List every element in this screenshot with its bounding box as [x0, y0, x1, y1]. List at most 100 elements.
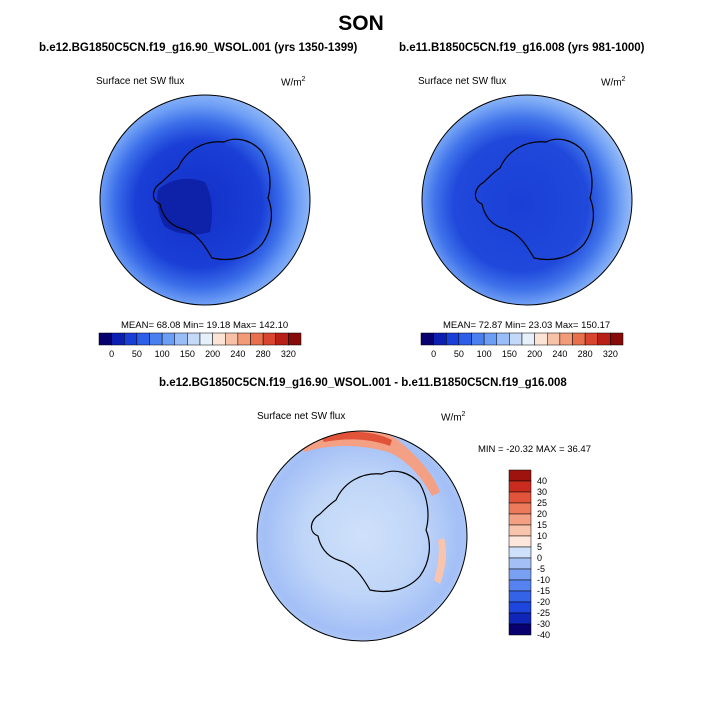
colorbar-swatch: [508, 568, 532, 581]
colorbar-tick-label: 0: [109, 349, 114, 359]
colorbar-swatch: [149, 332, 163, 346]
colorbar-tick-label: 280: [578, 349, 593, 359]
colorbar-swatch: [111, 332, 125, 346]
colorbar-tick-label: 320: [281, 349, 296, 359]
colorbar-swatch: [610, 332, 624, 346]
colorbar-tick-label: -15: [537, 586, 550, 596]
panel-1-antarctica-outline: [152, 138, 272, 261]
colorbar-tick-label: 200: [205, 349, 220, 359]
panel-3-positive-anomaly-core: [320, 431, 392, 446]
panel-2-title: b.e11.B1850C5CN.f19_g16.008 (yrs 981-100…: [399, 42, 645, 54]
colorbar-swatch: [446, 332, 460, 346]
panel-1-colorbar: 0 50 100 150 200 240 280 320: [98, 332, 302, 359]
panel-3-units-label: W/m2: [441, 411, 466, 424]
panel-3-ocean-field: [257, 431, 467, 641]
panel-1-map: [99, 94, 311, 306]
colorbar-swatch: [508, 601, 532, 614]
colorbar-swatch: [508, 579, 532, 592]
colorbar-tick-label: 30: [537, 487, 547, 497]
panel-3-map-border: [256, 430, 468, 642]
colorbar-swatch: [250, 332, 264, 346]
colorbar-swatch: [597, 332, 611, 346]
colorbar-swatch: [534, 332, 548, 346]
colorbar-tick-label: -30: [537, 619, 550, 629]
colorbar-tick-label: 200: [527, 349, 542, 359]
colorbar-swatch: [161, 332, 175, 346]
colorbar-tick-label: 25: [537, 498, 547, 508]
colorbar-swatch: [199, 332, 213, 346]
colorbar-tick-label: 0: [537, 553, 542, 563]
panel-3-map: [256, 430, 468, 642]
colorbar-swatch: [508, 480, 532, 493]
colorbar-swatch: [483, 332, 497, 346]
colorbar-tick-label: 320: [603, 349, 618, 359]
panel-2-units-label: W/m2: [601, 76, 626, 89]
colorbar-tick-label: -10: [537, 575, 550, 585]
colorbar-tick-label: -25: [537, 608, 550, 618]
colorbar-swatch: [471, 332, 485, 346]
colorbar-swatch: [508, 546, 532, 559]
panel-1-stats: MEAN= 68.08 Min= 19.18 Max= 142.10: [121, 320, 289, 331]
colorbar-swatch: [174, 332, 188, 346]
panel-2-stats: MEAN= 72.87 Min= 23.03 Max= 150.17: [443, 320, 611, 331]
colorbar-swatch: [508, 524, 532, 537]
panel-1-title: b.e12.BG1850C5CN.f19_g16.90_WSOL.001 (yr…: [39, 42, 358, 54]
colorbar-swatch: [212, 332, 226, 346]
colorbar-tick-label: 50: [454, 349, 464, 359]
panel-3-positive-anomaly-east: [434, 538, 447, 584]
panel-1-units-label: W/m2: [281, 76, 306, 89]
colorbar-swatch: [508, 469, 532, 482]
colorbar-tick-label: 15: [537, 520, 547, 530]
colorbar-swatch: [508, 502, 532, 515]
panel-2-map-border: [421, 94, 633, 306]
colorbar-tick-label: -40: [537, 630, 550, 640]
colorbar-tick-label: 240: [552, 349, 567, 359]
colorbar-swatch: [547, 332, 561, 346]
page-title: SON: [338, 12, 384, 35]
colorbar-swatch: [124, 332, 138, 346]
colorbar-swatch: [98, 332, 112, 346]
panel-3-variable-label: Surface net SW flux: [257, 411, 346, 422]
panel-3-stats: MIN = -20.32 MAX = 36.47: [478, 444, 592, 455]
colorbar-swatch: [509, 332, 523, 346]
colorbar-tick-label: 100: [155, 349, 170, 359]
colorbar-tick-label: -5: [537, 564, 545, 574]
colorbar-tick-label: 240: [230, 349, 245, 359]
colorbar-swatch: [508, 623, 532, 636]
colorbar-swatch: [458, 332, 472, 346]
colorbar-tick-label: 10: [537, 531, 547, 541]
colorbar-swatch: [521, 332, 535, 346]
panel-1-variable-label: Surface net SW flux: [96, 76, 185, 87]
colorbar-tick-label: 150: [180, 349, 195, 359]
colorbar-swatch: [508, 491, 532, 504]
colorbar-swatch: [288, 332, 302, 346]
panel-2-variable-label: Surface net SW flux: [418, 76, 507, 87]
colorbar-tick-label: 150: [502, 349, 517, 359]
panel-1-low-flux-region: [157, 178, 213, 235]
colorbar-swatch: [508, 590, 532, 603]
colorbar-tick-label: 5: [537, 542, 542, 552]
colorbar-swatch: [433, 332, 447, 346]
colorbar-swatch: [187, 332, 201, 346]
colorbar-swatch: [572, 332, 586, 346]
panel-3-title: b.e12.BG1850C5CN.f19_g16.90_WSOL.001 - b…: [159, 377, 567, 389]
panel-2-antarctica-outline: [474, 138, 594, 261]
colorbar-tick-label: 0: [431, 349, 436, 359]
panel-2-ocean-field: [422, 95, 632, 305]
colorbar-swatch: [225, 332, 239, 346]
panel-2-colorbar: 0 50 100 150 200 240 280 320: [420, 332, 624, 359]
colorbar-swatch: [584, 332, 598, 346]
colorbar-swatch: [496, 332, 510, 346]
colorbar-swatch: [508, 612, 532, 625]
colorbar-swatch: [275, 332, 289, 346]
panel-3-antarctica-outline: [310, 470, 430, 593]
colorbar-swatch: [420, 332, 434, 346]
colorbar-swatch: [559, 332, 573, 346]
colorbar-swatch: [237, 332, 251, 346]
panel-2-map: [421, 94, 633, 306]
colorbar-swatch: [508, 513, 532, 526]
colorbar-tick-label: 40: [537, 476, 547, 486]
colorbar-swatch: [136, 332, 150, 346]
